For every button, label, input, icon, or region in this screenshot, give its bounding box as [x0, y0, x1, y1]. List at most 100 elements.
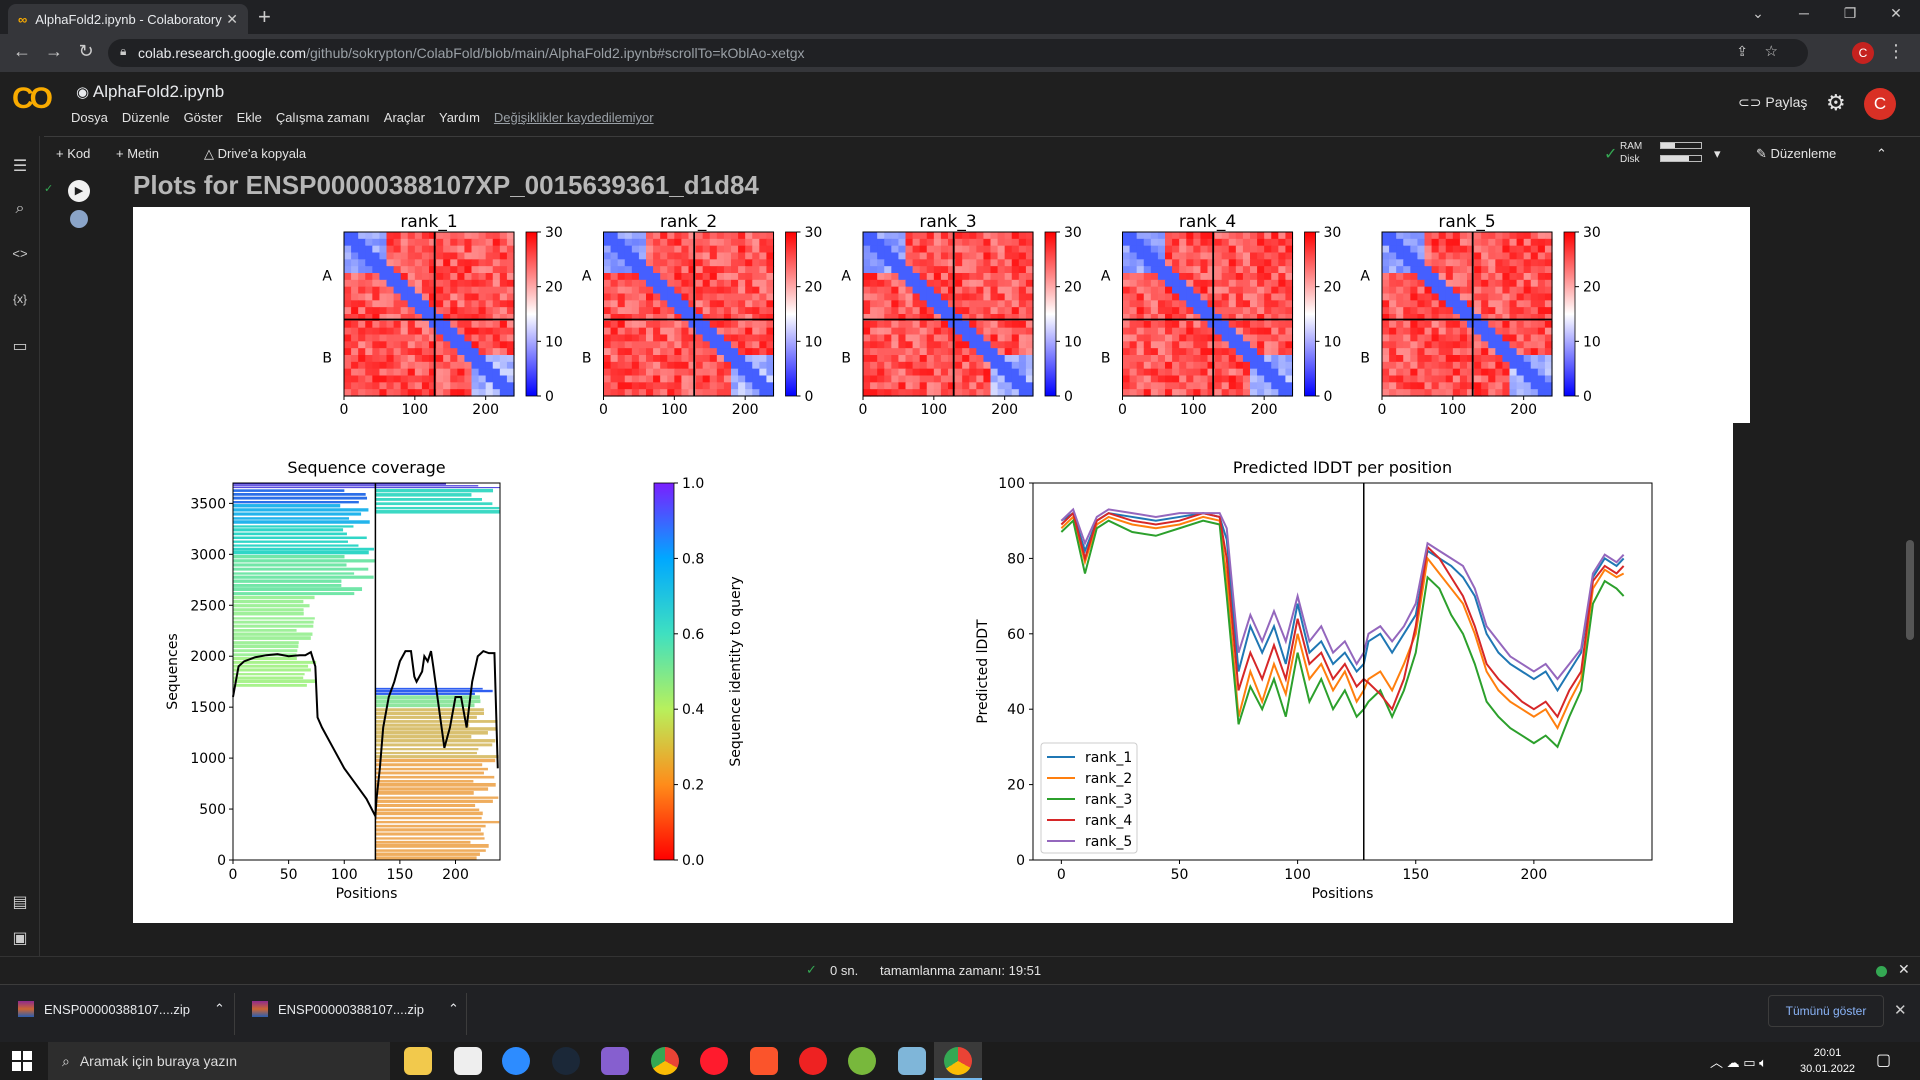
pae-cell: [1228, 293, 1237, 301]
pae-cell: [695, 232, 704, 240]
user-avatar[interactable]: C: [1864, 88, 1896, 120]
tray-icons[interactable]: ︿ ☁ ▭ 🔈︎: [1710, 1055, 1767, 1070]
menu-runtime[interactable]: Çalışma zamanı: [275, 110, 370, 125]
new-tab-icon[interactable]: +: [258, 4, 271, 29]
taskbar-search-box[interactable]: ⌕ Aramak için buraya yazın: [48, 1042, 390, 1080]
coverage-stripe: [233, 559, 375, 563]
share-button[interactable]: ⊂⊃ Paylaş: [1738, 94, 1808, 110]
search-icon[interactable]: ⌕: [15, 200, 25, 217]
settings-gear-icon[interactable]: ⚙: [1826, 90, 1846, 115]
brave-icon[interactable]: [750, 1047, 778, 1075]
browser-tab[interactable]: ∞ AlphaFold2.ipynb - Colaboratory ✕: [8, 4, 248, 34]
code-icon[interactable]: <>: [12, 246, 28, 261]
tab-search-icon[interactable]: ⌄: [1752, 5, 1764, 21]
unsaved-notice[interactable]: Değişiklikler kaydedilemiyor: [493, 110, 654, 125]
notifications-icon[interactable]: ▢: [1876, 1052, 1892, 1069]
pae-cell: [1467, 327, 1475, 336]
bandicam-icon[interactable]: [454, 1047, 482, 1075]
variables-icon[interactable]: {x}: [12, 292, 27, 306]
pae-cell: [919, 361, 928, 370]
chrome-icon[interactable]: [651, 1047, 679, 1075]
download-options-icon[interactable]: ⌃: [448, 1001, 459, 1016]
zoom-icon[interactable]: [502, 1047, 530, 1075]
menu-view[interactable]: Göster: [183, 110, 223, 125]
address-bar[interactable]: 🔒︎ colab.research.google.com /github/sok…: [108, 39, 1808, 67]
toc-icon[interactable]: ☰: [12, 158, 28, 175]
pae-cell: [1193, 389, 1202, 397]
pae-cell: [603, 293, 612, 301]
notebook-title[interactable]: ◉ AlphaFold2.ipynb: [76, 82, 225, 101]
pae-cell: [450, 348, 458, 356]
pae-cell: [393, 375, 402, 383]
pae-cell: [1285, 341, 1294, 349]
share-page-icon[interactable]: ⇪: [1736, 43, 1748, 59]
command-palette-icon[interactable]: ▤: [12, 894, 28, 911]
browser-profile-avatar[interactable]: C: [1852, 42, 1874, 64]
pae-cell: [393, 341, 402, 349]
copy-to-drive-button[interactable]: △ Drive'a kopyala: [204, 146, 307, 161]
coverage-stripe: [375, 799, 493, 803]
file-explorer-icon[interactable]: [404, 1047, 432, 1075]
menu-edit[interactable]: Düzenle: [121, 110, 170, 125]
resource-monitor[interactable]: RAM Disk: [1620, 140, 1702, 166]
close-status-icon[interactable]: ✕: [1898, 961, 1910, 977]
pae-cell: [933, 293, 942, 301]
pae-cell: [344, 245, 352, 254]
windows-start-icon[interactable]: [12, 1051, 32, 1071]
run-cell-button[interactable]: ▶: [68, 180, 90, 202]
pae-cell: [905, 293, 914, 301]
terminal-icon[interactable]: ▣: [12, 930, 28, 947]
visual-studio-icon[interactable]: [601, 1047, 629, 1075]
collapse-header-icon[interactable]: ⌃: [1876, 146, 1887, 161]
app-icon[interactable]: [799, 1047, 827, 1075]
pae-cell: [1200, 368, 1209, 377]
steam-icon[interactable]: [552, 1047, 580, 1075]
y-tick-label: 500: [199, 802, 226, 818]
back-icon[interactable]: ←: [13, 41, 31, 61]
opera-icon[interactable]: [700, 1047, 728, 1075]
taskbar-clock[interactable]: 20:01 30.01.2022: [1800, 1047, 1856, 1075]
browser-menu-icon[interactable]: ⋮: [1887, 41, 1905, 61]
add-code-button[interactable]: + Kod: [56, 146, 91, 161]
pae-cell: [471, 286, 480, 295]
download-options-icon[interactable]: ⌃: [214, 1001, 225, 1016]
forward-icon[interactable]: →: [45, 41, 63, 61]
pae-cell: [976, 314, 985, 322]
folder-icon[interactable]: ▭: [12, 338, 28, 355]
bookmark-star-icon[interactable]: ☆: [1764, 43, 1778, 60]
close-window-icon[interactable]: ✕: [1890, 5, 1902, 21]
reload-icon[interactable]: ↻: [78, 41, 94, 61]
pae-cell: [660, 252, 668, 260]
runtime-dropdown-icon[interactable]: ▾: [1714, 146, 1721, 161]
menu-file[interactable]: Dosya: [71, 110, 108, 125]
pae-cell: [745, 314, 753, 322]
cell-success-check-icon: ✓: [44, 183, 54, 195]
download-item[interactable]: ENSP00000388107....zip ⌃: [18, 1001, 225, 1017]
pae-cell: [1459, 382, 1468, 390]
pae-cell: [1271, 320, 1279, 329]
show-all-downloads-button[interactable]: Tümünü göster: [1768, 995, 1884, 1027]
menu-tools[interactable]: Araçlar: [383, 110, 425, 125]
menu-help[interactable]: Yardım: [438, 110, 480, 125]
pae-cell: [429, 293, 437, 301]
pae-cell: [884, 259, 892, 267]
pae-cell: [421, 327, 430, 336]
colab-logo[interactable]: CO: [12, 82, 53, 115]
add-text-button[interactable]: + Metin: [116, 146, 159, 161]
edit-mode-button[interactable]: ✎ Düzenleme: [1756, 146, 1837, 161]
minimize-icon[interactable]: ─: [1799, 5, 1809, 21]
pae-cell: [429, 368, 437, 377]
restore-icon[interactable]: ❐: [1843, 5, 1857, 21]
active-chrome-taskbar-button[interactable]: [934, 1042, 982, 1080]
pae-cell: [1193, 348, 1202, 356]
pae-cell: [358, 348, 366, 356]
close-tab-icon[interactable]: ✕: [226, 10, 238, 27]
pae-cell: [1424, 307, 1433, 315]
utorrent-icon[interactable]: [848, 1047, 876, 1075]
notebook-scrollbar[interactable]: [1906, 540, 1914, 640]
download-item[interactable]: ENSP00000388107....zip ⌃: [252, 1001, 459, 1017]
menu-insert[interactable]: Ekle: [236, 110, 262, 125]
notes-app-icon[interactable]: [898, 1047, 926, 1075]
close-downloads-icon[interactable]: ✕: [1894, 1002, 1907, 1019]
